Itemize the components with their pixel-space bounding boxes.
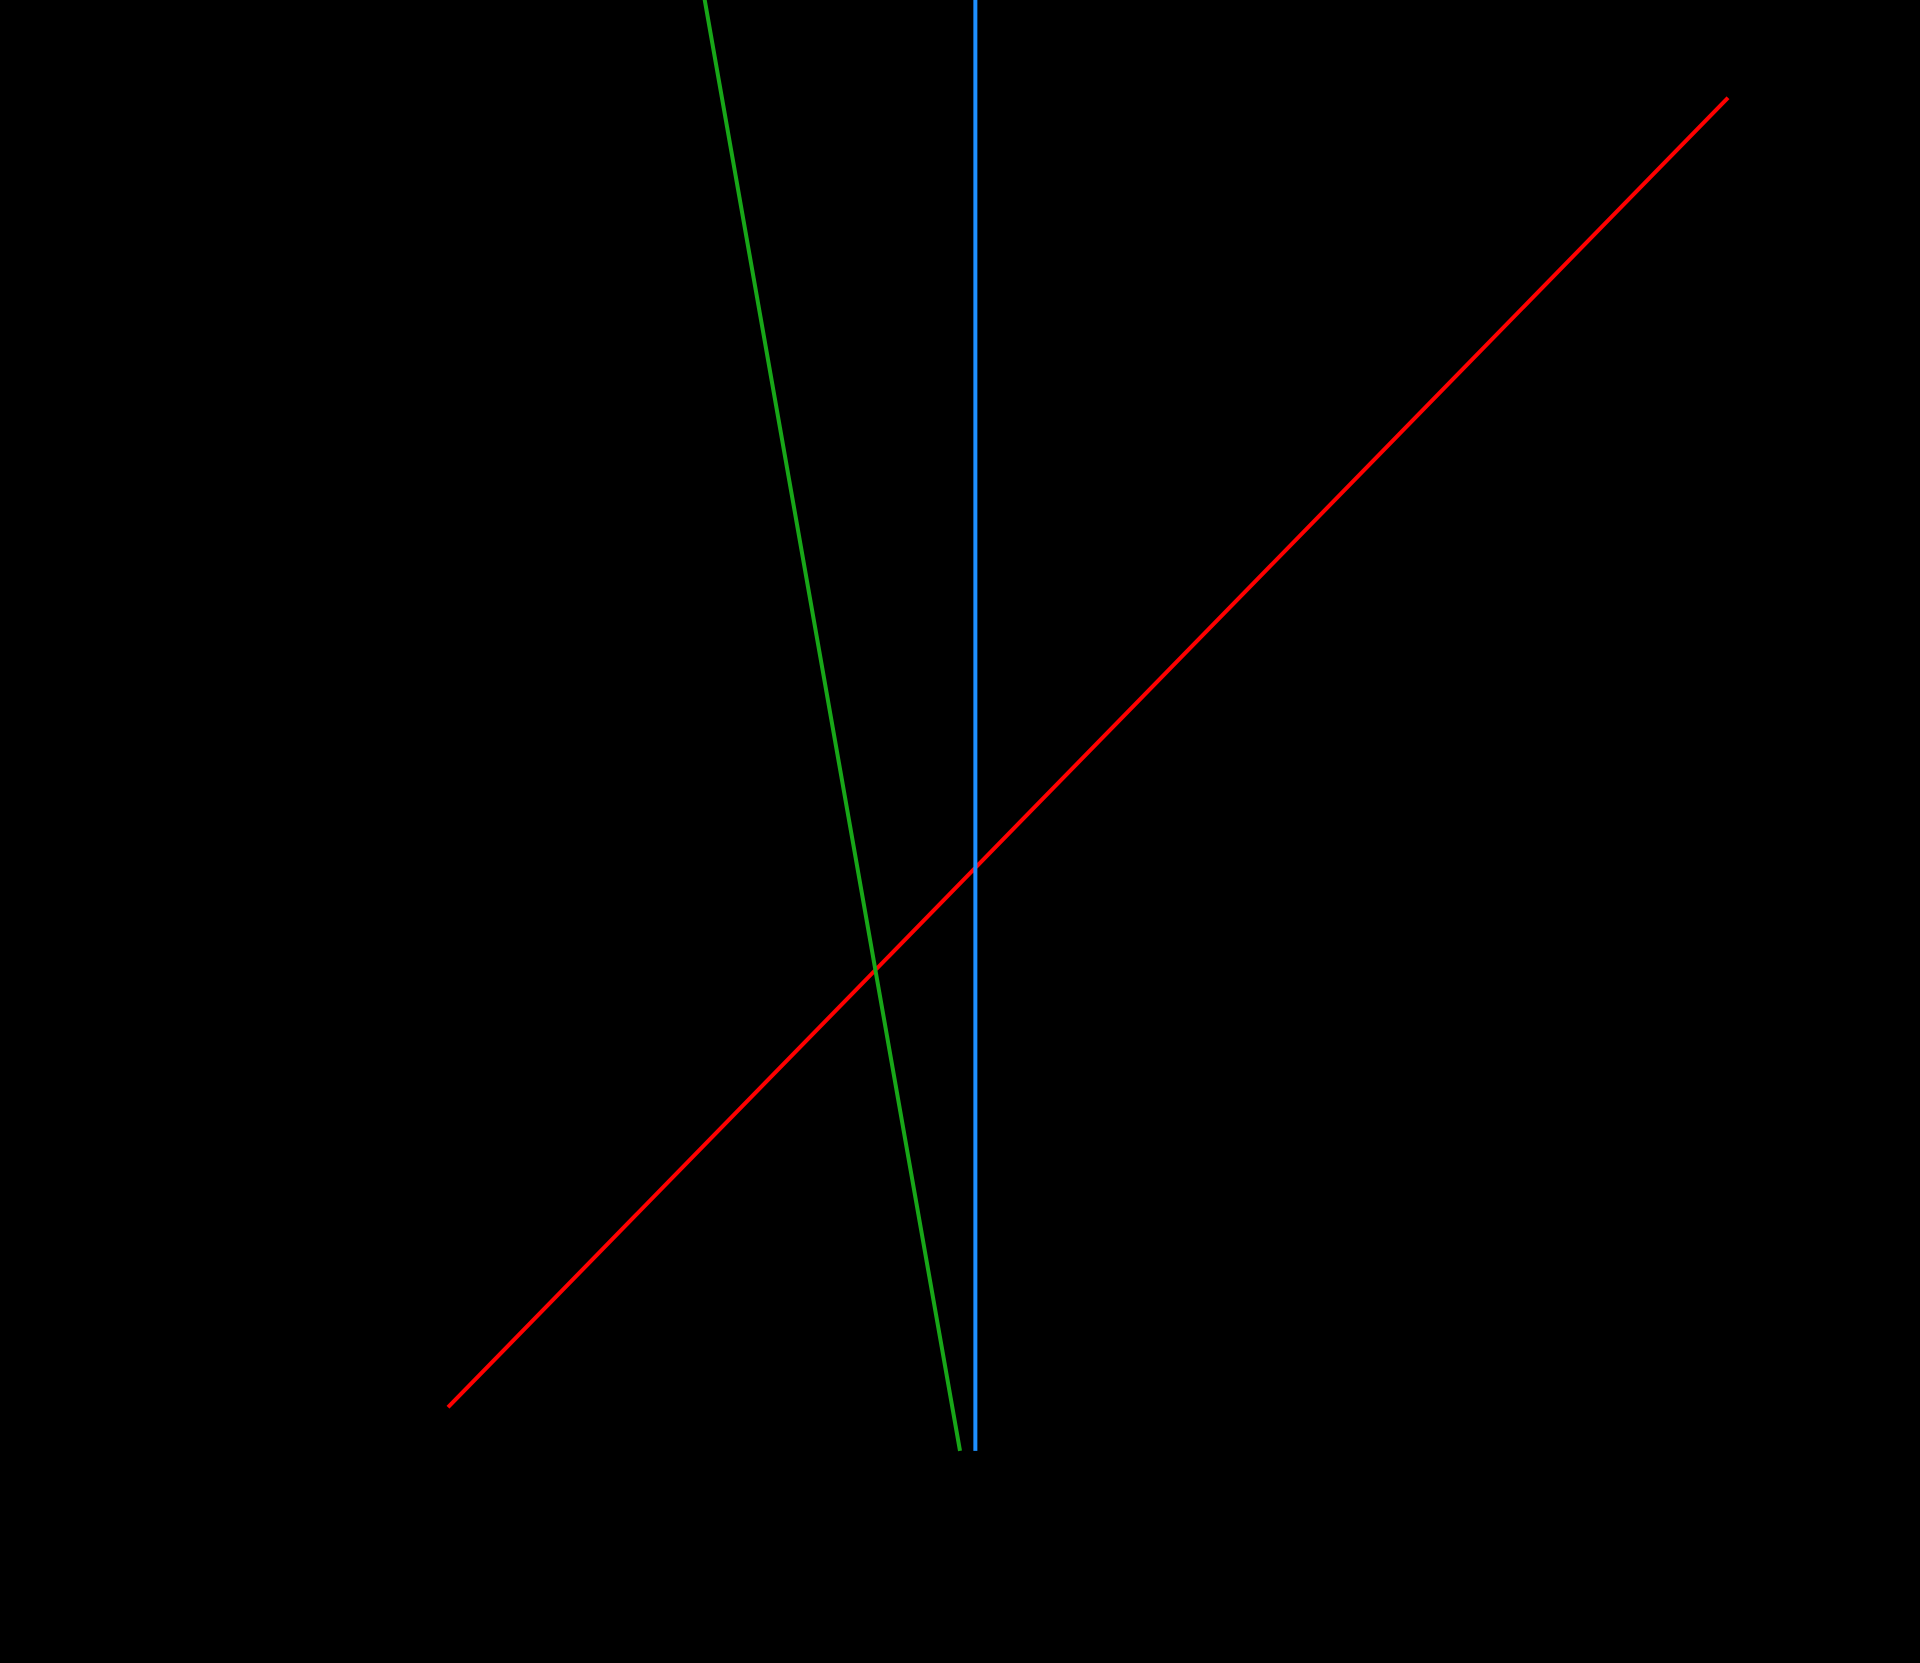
x-tick-label: 2 bbox=[1468, 1496, 1477, 1516]
x-tick-label: -2 bbox=[441, 1496, 456, 1516]
y-tick-label: 6 bbox=[167, 597, 176, 617]
y-tick-label: 0 bbox=[167, 1470, 176, 1490]
x-tick-label: 1 bbox=[1212, 1496, 1221, 1516]
y-tick-label: 8 bbox=[167, 306, 176, 326]
x-tick-label: -1 bbox=[697, 1496, 712, 1516]
chart-background bbox=[0, 0, 1920, 1663]
x-tick-label: 0 bbox=[956, 1496, 965, 1516]
chart-container: -3 -2 -1 0 1 2 3 0 2 4 6 8 10 bbox=[0, 0, 1920, 1663]
x-tick-label: -3 bbox=[185, 1496, 200, 1516]
x-tick-label: 3 bbox=[1724, 1496, 1733, 1516]
y-tick-label: 10 bbox=[158, 15, 176, 35]
line-chart: -3 -2 -1 0 1 2 3 0 2 4 6 8 10 bbox=[0, 0, 1920, 1663]
y-tick-label: 2 bbox=[167, 1179, 176, 1199]
y-tick-label: 4 bbox=[167, 888, 176, 908]
